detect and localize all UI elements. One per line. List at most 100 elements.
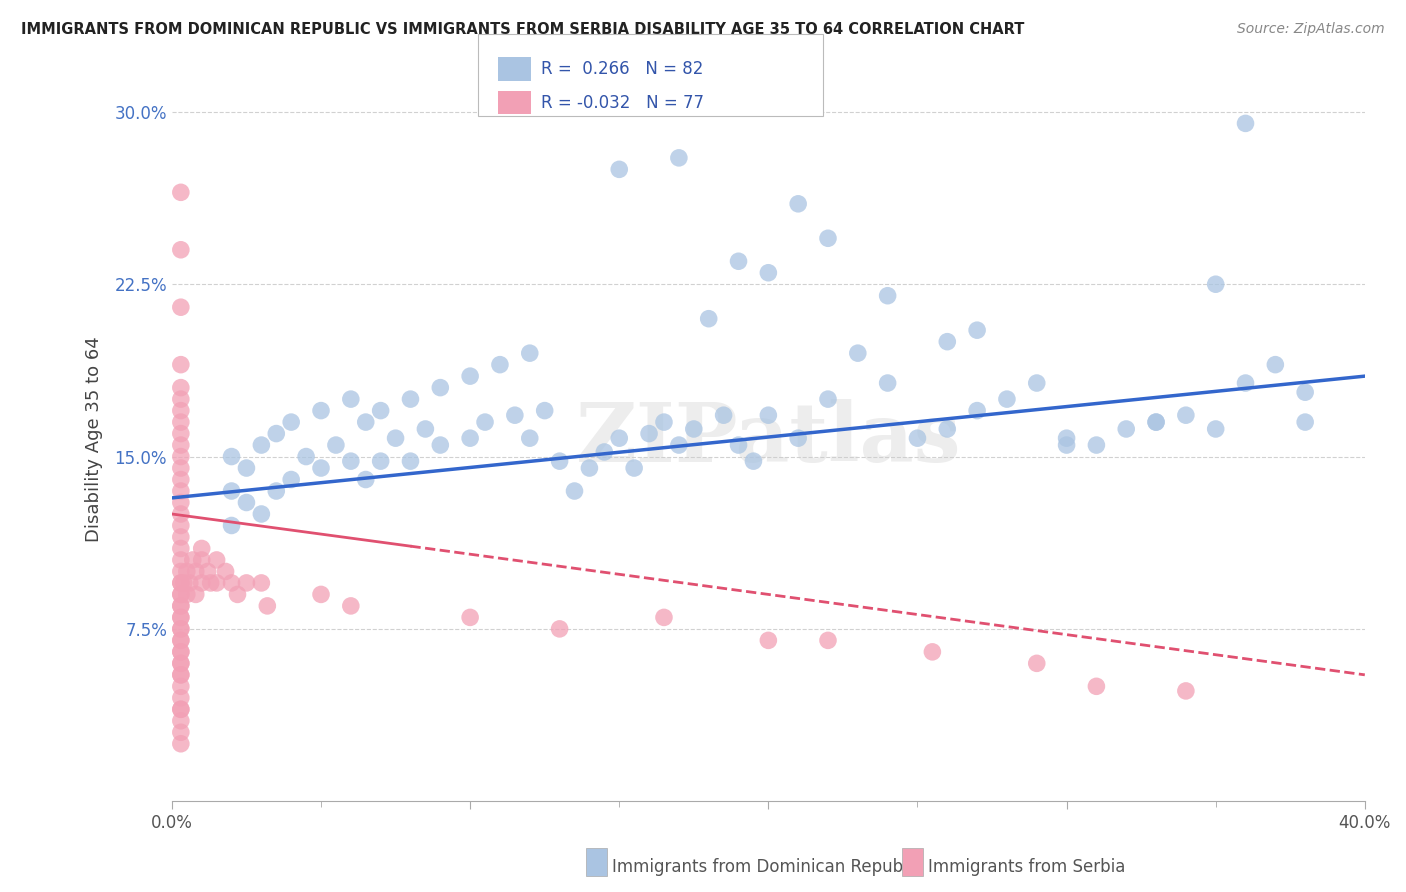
Point [226, 587, 249, 601]
Point [170, 610, 193, 624]
Point [197, 565, 219, 579]
Point [340, 599, 363, 613]
Point [170, 633, 193, 648]
Point [170, 668, 193, 682]
Point [668, 438, 690, 452]
Point [170, 495, 193, 509]
Point [399, 454, 422, 468]
Point [264, 483, 287, 498]
Point [1294, 385, 1316, 400]
Point [354, 473, 377, 487]
Point [280, 415, 302, 429]
Point [325, 438, 347, 452]
Point [607, 431, 630, 445]
Point [489, 358, 512, 372]
Point [1056, 431, 1078, 445]
Point [170, 725, 193, 739]
Point [756, 633, 779, 648]
Point [280, 473, 302, 487]
Point [458, 431, 481, 445]
Point [295, 450, 318, 464]
Point [966, 323, 988, 337]
Point [170, 679, 193, 693]
Point [564, 483, 586, 498]
Point [593, 445, 616, 459]
Point [503, 408, 526, 422]
Point [817, 231, 839, 245]
Text: Immigrants from Serbia: Immigrants from Serbia [928, 858, 1125, 876]
Point [668, 151, 690, 165]
Point [1085, 679, 1108, 693]
Point [256, 599, 278, 613]
Point [170, 576, 193, 591]
Point [1085, 438, 1108, 452]
Point [170, 599, 193, 613]
Point [623, 461, 645, 475]
Point [458, 369, 481, 384]
Point [309, 461, 332, 475]
Point [697, 311, 720, 326]
Point [170, 426, 193, 441]
Point [1205, 277, 1227, 292]
Point [221, 483, 243, 498]
Point [682, 422, 704, 436]
Point [170, 702, 193, 716]
Point [170, 645, 193, 659]
Point [170, 576, 193, 591]
Point [173, 576, 195, 591]
Point [907, 431, 929, 445]
Point [235, 576, 257, 591]
Point [170, 553, 193, 567]
Point [190, 541, 212, 556]
Point [533, 403, 555, 417]
Point [250, 576, 273, 591]
Y-axis label: Disability Age 35 to 64: Disability Age 35 to 64 [86, 336, 103, 542]
Point [1115, 422, 1137, 436]
Point [170, 622, 193, 636]
Point [817, 633, 839, 648]
Point [221, 450, 243, 464]
Point [652, 415, 675, 429]
Point [1205, 422, 1227, 436]
Point [205, 576, 228, 591]
Point [1025, 657, 1047, 671]
Point [170, 473, 193, 487]
Point [170, 690, 193, 705]
Text: R = -0.032   N = 77: R = -0.032 N = 77 [541, 94, 704, 112]
Point [205, 553, 228, 567]
Point [936, 422, 959, 436]
Point [995, 392, 1018, 406]
Point [170, 599, 193, 613]
Point [370, 403, 392, 417]
Point [652, 610, 675, 624]
Point [742, 454, 765, 468]
Point [756, 408, 779, 422]
Point [309, 587, 332, 601]
Point [235, 461, 257, 475]
Text: Source: ZipAtlas.com: Source: ZipAtlas.com [1237, 22, 1385, 37]
Point [170, 358, 193, 372]
Point [1174, 408, 1197, 422]
Point [1056, 438, 1078, 452]
Point [1144, 415, 1167, 429]
Point [170, 403, 193, 417]
Point [756, 266, 779, 280]
Point [264, 426, 287, 441]
Point [170, 461, 193, 475]
Point [170, 622, 193, 636]
Point [415, 422, 437, 436]
Point [170, 186, 193, 200]
Point [787, 196, 810, 211]
Point [170, 243, 193, 257]
Point [250, 507, 273, 521]
Point [170, 381, 193, 395]
Point [170, 633, 193, 648]
Point [181, 553, 204, 567]
Point [190, 553, 212, 567]
Text: Immigrants from Dominican Republic: Immigrants from Dominican Republic [612, 858, 921, 876]
Point [548, 622, 571, 636]
Point [176, 587, 198, 601]
Point [170, 657, 193, 671]
Point [458, 610, 481, 624]
Point [170, 737, 193, 751]
